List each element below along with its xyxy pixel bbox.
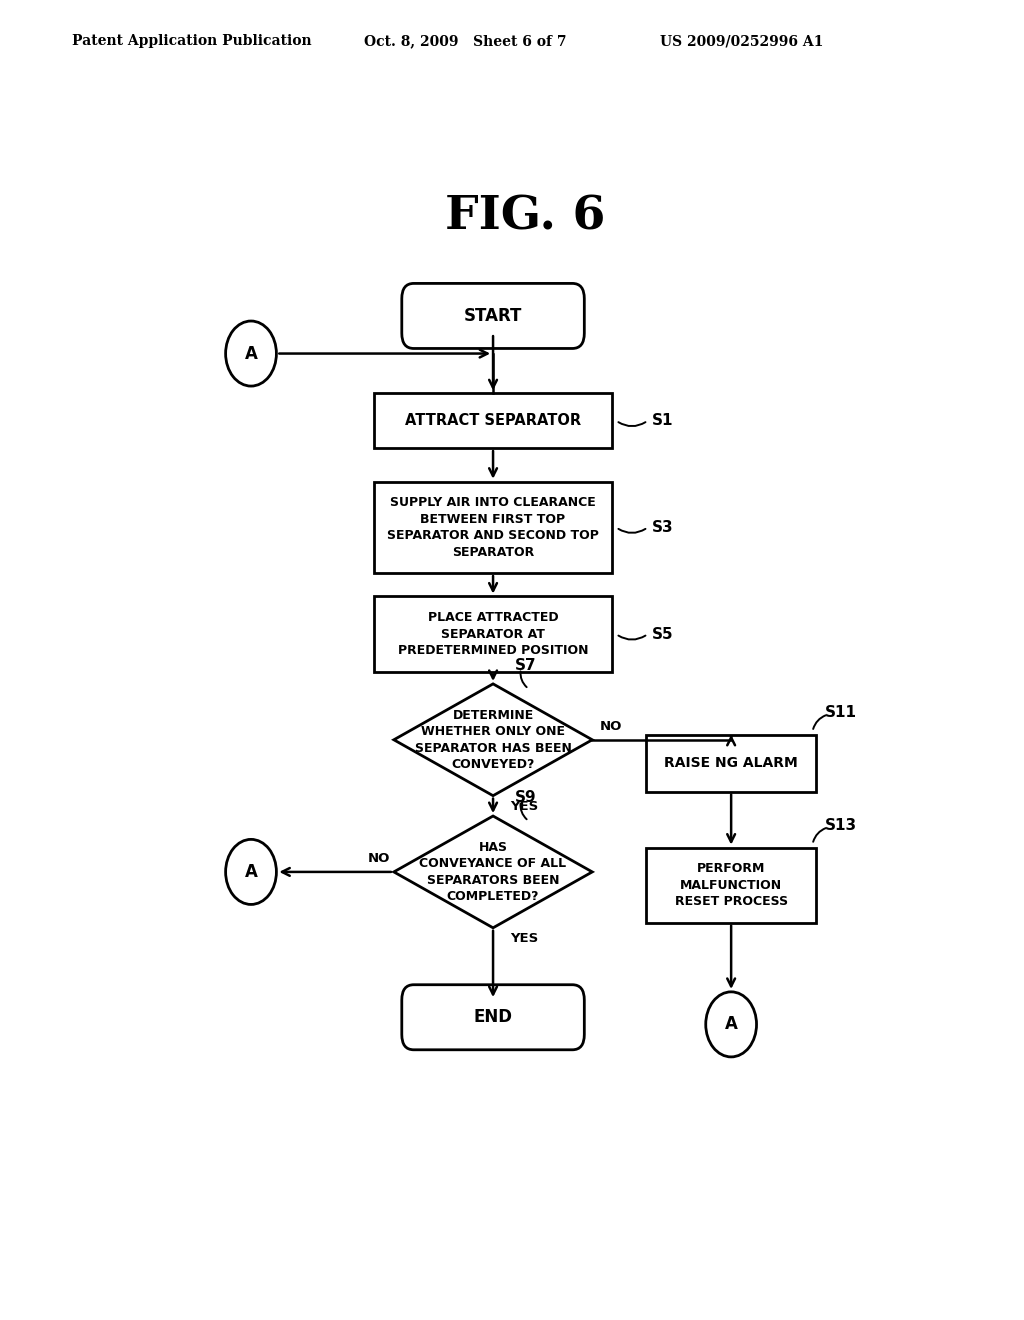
Polygon shape: [394, 816, 592, 928]
Text: A: A: [725, 1015, 737, 1034]
Text: A: A: [245, 863, 257, 880]
Text: ATTRACT SEPARATOR: ATTRACT SEPARATOR: [406, 413, 581, 428]
Text: DETERMINE
WHETHER ONLY ONE
SEPARATOR HAS BEEN
CONVEYED?: DETERMINE WHETHER ONLY ONE SEPARATOR HAS…: [415, 709, 571, 771]
Text: S13: S13: [824, 817, 856, 833]
Text: S5: S5: [652, 627, 674, 642]
Bar: [374, 482, 612, 573]
Text: S1: S1: [652, 413, 673, 428]
Text: YES: YES: [511, 932, 539, 945]
Polygon shape: [394, 684, 592, 796]
Text: S9: S9: [515, 791, 537, 805]
Text: US 2009/0252996 A1: US 2009/0252996 A1: [660, 34, 824, 49]
Text: PERFORM
MALFUNCTION
RESET PROCESS: PERFORM MALFUNCTION RESET PROCESS: [675, 862, 787, 908]
FancyBboxPatch shape: [401, 985, 585, 1049]
Circle shape: [225, 840, 276, 904]
Circle shape: [706, 991, 757, 1057]
Text: NO: NO: [368, 851, 390, 865]
Text: YES: YES: [511, 800, 539, 813]
Bar: [646, 847, 816, 923]
Text: RAISE NG ALARM: RAISE NG ALARM: [665, 756, 798, 770]
Circle shape: [225, 321, 276, 385]
Bar: [374, 393, 612, 447]
Text: A: A: [245, 345, 257, 363]
Text: FIG. 6: FIG. 6: [444, 194, 605, 240]
Text: Patent Application Publication: Patent Application Publication: [72, 34, 311, 49]
Text: SUPPLY AIR INTO CLEARANCE
BETWEEN FIRST TOP
SEPARATOR AND SECOND TOP
SEPARATOR: SUPPLY AIR INTO CLEARANCE BETWEEN FIRST …: [387, 496, 599, 558]
Text: END: END: [473, 1008, 513, 1026]
Text: NO: NO: [600, 719, 623, 733]
Text: HAS
CONVEYANCE OF ALL
SEPARATORS BEEN
COMPLETED?: HAS CONVEYANCE OF ALL SEPARATORS BEEN CO…: [420, 841, 566, 903]
Bar: [374, 597, 612, 672]
FancyBboxPatch shape: [401, 284, 585, 348]
Text: Oct. 8, 2009   Sheet 6 of 7: Oct. 8, 2009 Sheet 6 of 7: [364, 34, 566, 49]
Bar: [646, 735, 816, 792]
Text: START: START: [464, 308, 522, 325]
Text: S3: S3: [652, 520, 674, 535]
Text: S11: S11: [824, 705, 856, 719]
Text: PLACE ATTRACTED
SEPARATOR AT
PREDETERMINED POSITION: PLACE ATTRACTED SEPARATOR AT PREDETERMIN…: [397, 611, 589, 657]
Text: S7: S7: [515, 659, 537, 673]
